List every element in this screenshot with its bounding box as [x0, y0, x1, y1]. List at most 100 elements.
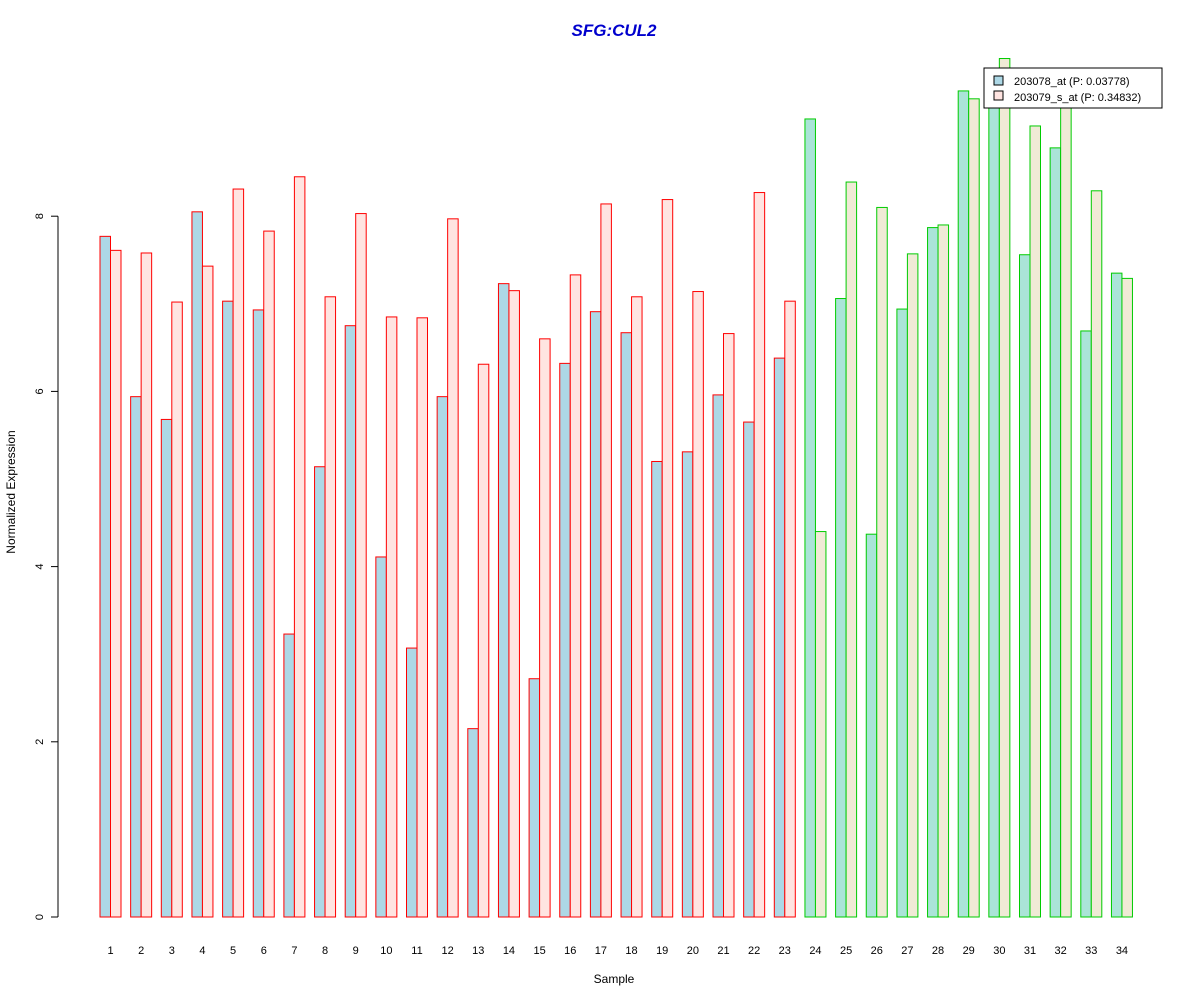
bar-sample-31-series-2 — [1029, 125, 1041, 918]
bar-sample-32-series-1 — [1049, 147, 1062, 918]
bar-sample-4-series-2 — [201, 265, 214, 918]
bar-sample-9-series-1 — [344, 325, 357, 918]
bar-sample-14-series-1 — [497, 283, 510, 918]
x-tick-label: 31 — [1024, 945, 1036, 957]
bar-sample-33-series-1 — [1080, 330, 1092, 918]
bar-sample-2-series-2 — [140, 252, 153, 918]
x-tick-label: 26 — [871, 945, 883, 957]
bar-sample-18-series-2 — [631, 296, 643, 918]
bar-sample-25-series-1 — [835, 298, 847, 918]
x-tick-label: 6 — [261, 945, 267, 957]
bar-sample-13-series-1 — [467, 728, 479, 918]
bar-sample-5-series-1 — [222, 300, 234, 918]
bar-sample-22-series-1 — [743, 421, 755, 918]
x-tick-label: 32 — [1055, 945, 1067, 957]
legend-swatch-series-1 — [993, 75, 1004, 86]
bar-sample-10-series-2 — [385, 316, 398, 918]
bar-sample-19-series-2 — [661, 199, 674, 918]
bar-sample-17-series-2 — [600, 203, 612, 918]
bars-group — [99, 58, 1133, 918]
bar-sample-31-series-1 — [1019, 254, 1031, 918]
bar-sample-22-series-2 — [753, 192, 766, 918]
bar-sample-6-series-1 — [252, 309, 265, 918]
bar-sample-1-series-2 — [110, 249, 122, 918]
bar-sample-5-series-2 — [232, 188, 245, 918]
x-tick-label: 28 — [932, 945, 944, 957]
bar-sample-24-series-1 — [804, 118, 816, 918]
x-tick-label: 1 — [107, 945, 113, 957]
y-axis-title: Normalized Expression — [4, 430, 18, 553]
legend-label-series-1: 203078_at (P: 0.03778) — [1014, 76, 1130, 88]
bar-sample-21-series-2 — [723, 333, 735, 918]
y-tick-label: 2 — [34, 739, 46, 745]
x-tick-label: 3 — [169, 945, 175, 957]
x-tick-label: 27 — [901, 945, 913, 957]
legend-label-series-2: 203079_s_at (P: 0.34832) — [1014, 92, 1141, 104]
x-tick-label: 33 — [1085, 945, 1097, 957]
bar-sample-23-series-2 — [784, 300, 796, 918]
bar-sample-16-series-2 — [569, 274, 582, 918]
x-tick-label: 22 — [748, 945, 760, 957]
bar-sample-27-series-1 — [896, 308, 908, 918]
legend-box — [983, 67, 1163, 109]
x-tick-label: 30 — [993, 945, 1005, 957]
bar-sample-12-series-1 — [436, 396, 449, 918]
x-tick-label: 13 — [472, 945, 484, 957]
bar-sample-3-series-2 — [171, 301, 183, 918]
x-tick-label: 4 — [199, 945, 205, 957]
y-tick-label: 6 — [34, 388, 46, 394]
x-tick-label: 9 — [353, 945, 359, 957]
bar-sample-26-series-1 — [865, 533, 878, 918]
bar-sample-23-series-1 — [773, 357, 786, 918]
bar-sample-28-series-2 — [937, 224, 950, 918]
legend: 203078_at (P: 0.03778) 203079_s_at (P: 0… — [983, 67, 1163, 109]
x-tick-label: 8 — [322, 945, 328, 957]
bar-sample-19-series-1 — [651, 460, 663, 918]
x-axis-labels: 1 2 3 4 5 6 7 8 9 10 11 12 13 14 15 16 17 18 19 20 21 22 23 24 2… — [107, 945, 1128, 957]
bar-sample-8-series-2 — [324, 296, 337, 918]
bar-sample-7-series-2 — [293, 176, 306, 918]
y-tick-label: 8 — [34, 213, 46, 219]
x-tick-label: 16 — [564, 945, 576, 957]
y-axis: 0 2 4 6 8 — [34, 213, 59, 920]
x-tick-label: 21 — [717, 945, 729, 957]
x-tick-label: 15 — [533, 945, 545, 957]
x-tick-label: 12 — [442, 945, 454, 957]
x-tick-label: 11 — [411, 945, 422, 957]
chart-title: SFG:CUL2 — [572, 21, 658, 40]
bar-sample-34-series-2 — [1121, 277, 1133, 918]
bar-sample-11-series-1 — [406, 647, 418, 918]
x-tick-label: 18 — [625, 945, 637, 957]
y-tick-label: 0 — [34, 914, 46, 920]
x-tick-label: 20 — [687, 945, 699, 957]
legend-swatch-series-2 — [993, 90, 1004, 101]
bar-sample-17-series-1 — [589, 311, 602, 918]
x-tick-label: 19 — [656, 945, 668, 957]
x-tick-label: 10 — [380, 945, 392, 957]
bar-sample-33-series-2 — [1090, 190, 1103, 918]
bar-sample-25-series-2 — [845, 181, 858, 918]
bar-sample-26-series-2 — [876, 206, 888, 918]
bar-sample-10-series-1 — [375, 556, 387, 918]
x-tick-label: 34 — [1116, 945, 1128, 957]
bar-sample-21-series-1 — [712, 394, 724, 918]
bar-sample-12-series-2 — [447, 218, 459, 918]
x-tick-label: 25 — [840, 945, 852, 957]
bar-sample-29-series-1 — [957, 90, 970, 918]
bar-sample-28-series-1 — [927, 227, 939, 918]
bar-sample-20-series-1 — [681, 451, 694, 918]
bar-sample-30-series-2 — [998, 58, 1011, 918]
x-tick-label: 7 — [291, 945, 297, 957]
bar-sample-11-series-2 — [416, 317, 428, 918]
x-tick-label: 14 — [503, 945, 515, 957]
x-tick-label: 23 — [779, 945, 791, 957]
bar-sample-9-series-2 — [355, 213, 367, 918]
y-tick-label: 4 — [34, 564, 46, 570]
bar-sample-30-series-1 — [988, 94, 1000, 918]
bar-sample-29-series-2 — [968, 98, 980, 918]
bar-sample-34-series-1 — [1110, 272, 1123, 918]
x-tick-label: 2 — [138, 945, 144, 957]
bar-sample-18-series-1 — [620, 332, 633, 918]
